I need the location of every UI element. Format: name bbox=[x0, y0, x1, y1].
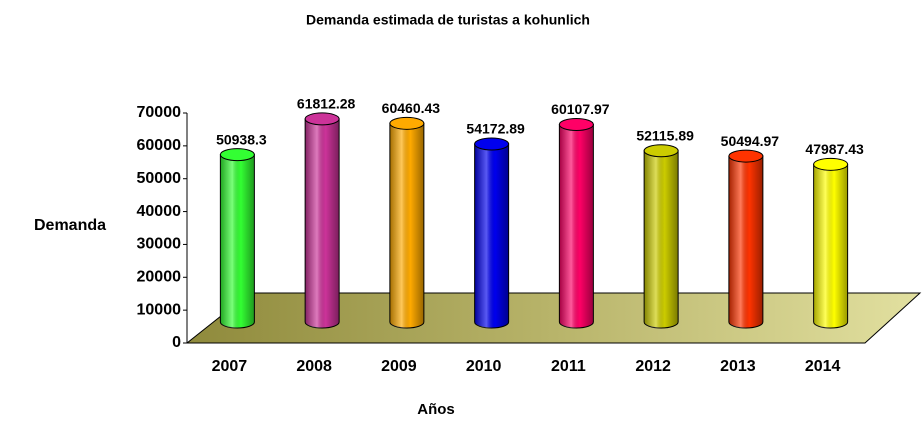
x-axis-label: Años bbox=[417, 401, 455, 418]
value-label: 52115.89 bbox=[636, 127, 694, 143]
y-tick-label: 10000 bbox=[137, 301, 182, 318]
bar-shade bbox=[389, 123, 424, 328]
x-tick-label: 2013 bbox=[720, 358, 756, 375]
bar bbox=[728, 149, 764, 329]
x-tick-label: 2009 bbox=[381, 358, 417, 375]
value-label: 54172.89 bbox=[466, 121, 525, 137]
bar-shade bbox=[305, 118, 340, 328]
value-label: 60460.43 bbox=[382, 100, 441, 116]
bar bbox=[389, 116, 425, 329]
bar-top bbox=[474, 137, 510, 151]
chart-title: Demanda estimada de turistas a kohunlich bbox=[306, 12, 590, 28]
bar-shade bbox=[559, 124, 594, 328]
x-tick-label: 2008 bbox=[296, 358, 332, 375]
y-axis-label: Demanda bbox=[34, 217, 106, 234]
floor bbox=[185, 292, 922, 344]
bar bbox=[474, 137, 510, 329]
bar-top bbox=[558, 118, 594, 132]
bar-top bbox=[389, 116, 425, 130]
x-tick-label: 2007 bbox=[212, 358, 248, 375]
value-label: 60107.97 bbox=[551, 101, 610, 117]
bar-shade bbox=[813, 164, 848, 328]
x-tick-label: 2012 bbox=[635, 358, 671, 375]
bar-top bbox=[219, 148, 255, 162]
value-label: 50494.97 bbox=[721, 133, 780, 149]
x-tick-label: 2011 bbox=[551, 358, 586, 375]
bar-top bbox=[304, 112, 340, 126]
y-tick-label: 20000 bbox=[137, 269, 182, 286]
y-tick-label: 40000 bbox=[137, 203, 182, 220]
value-label: 50938.3 bbox=[216, 131, 267, 147]
x-tick-label: 2014 bbox=[805, 358, 841, 375]
bar bbox=[813, 157, 849, 329]
bar-shade bbox=[220, 154, 255, 328]
y-tick-label: 0 bbox=[172, 334, 181, 351]
bar bbox=[558, 118, 594, 329]
y-tick-label: 70000 bbox=[137, 104, 182, 121]
x-tick-label: 2010 bbox=[466, 358, 502, 375]
bar bbox=[643, 144, 679, 329]
bar-top bbox=[813, 157, 849, 171]
value-label: 47987.43 bbox=[805, 141, 864, 157]
y-tick-label: 50000 bbox=[137, 170, 182, 187]
value-label: 61812.28 bbox=[297, 96, 356, 112]
bar-shade bbox=[644, 150, 679, 328]
bar-top bbox=[728, 149, 764, 163]
bar-shade bbox=[728, 156, 763, 328]
bar bbox=[219, 148, 255, 329]
bar-shade bbox=[474, 144, 509, 328]
bar-top bbox=[643, 144, 679, 158]
bar bbox=[304, 112, 340, 329]
y-tick-label: 30000 bbox=[137, 236, 182, 253]
y-tick-label: 60000 bbox=[137, 137, 182, 154]
